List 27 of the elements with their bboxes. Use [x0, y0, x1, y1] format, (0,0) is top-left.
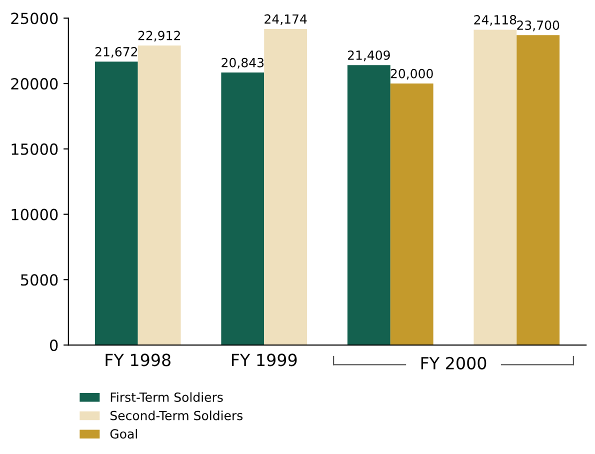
bar — [516, 35, 560, 346]
y-tick-label: 25000 — [11, 12, 58, 24]
x-tick-label: FY 1999 — [232, 354, 297, 366]
y-tick-label: 0 — [50, 340, 58, 352]
y-tick-label: 15000 — [12, 143, 58, 155]
text: 22,912 — [138, 30, 180, 42]
y-tick-label: 20000 — [11, 78, 58, 90]
text: 20,000 — [390, 68, 433, 80]
text: 20,843 — [222, 58, 264, 69]
y-tick-label: 10000 — [12, 208, 58, 220]
text: 24,174 — [264, 14, 307, 26]
text: 21,672 — [95, 47, 138, 58]
y-tick-label: 5000 — [21, 274, 58, 286]
bar — [94, 62, 138, 346]
text: FY 2000 — [421, 356, 486, 370]
legend-label: Second-Term Soldiers — [110, 410, 243, 420]
bar — [138, 45, 181, 346]
bar — [347, 65, 390, 346]
bar — [390, 84, 434, 346]
text: 24,118 — [474, 15, 516, 26]
text: 21,409 — [348, 50, 390, 62]
bar — [264, 28, 308, 346]
bar — [221, 72, 264, 346]
x-tick-label: FY 1998 — [106, 354, 170, 366]
legend-label: Goal — [110, 428, 137, 439]
legend-label: First-Term Soldiers — [110, 392, 223, 402]
text: 23,700 — [517, 20, 560, 32]
